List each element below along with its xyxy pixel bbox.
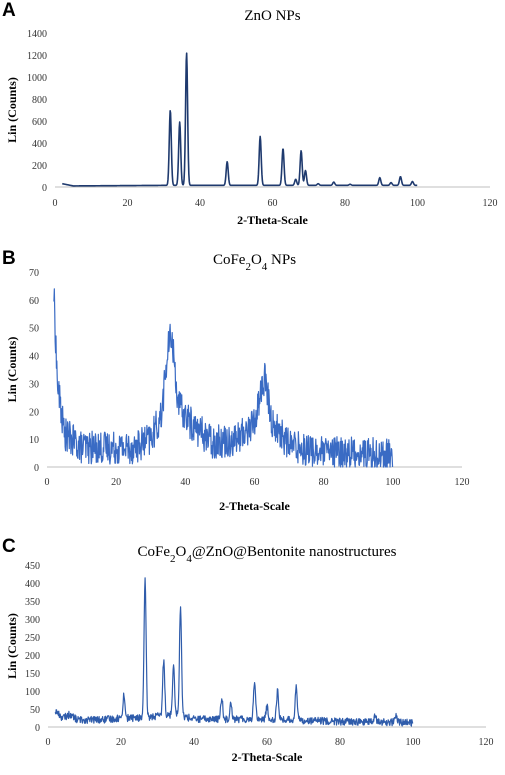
y-tick-label: 100 bbox=[25, 687, 40, 698]
x-tick-label: 20 bbox=[111, 477, 121, 488]
y-tick-label: 10 bbox=[29, 435, 39, 446]
panel-label: B bbox=[2, 248, 16, 270]
chart-title: CoFe2O4 NPs bbox=[213, 252, 296, 273]
y-tick-label: 1400 bbox=[27, 29, 47, 40]
y-tick-label: 150 bbox=[25, 669, 40, 680]
x-tick-label: 60 bbox=[268, 198, 278, 209]
xrd-chart-composite: CoFe2O4@ZnO@Bentonite nanostructures 0 50 1… bbox=[0, 518, 505, 770]
xrd-trace bbox=[54, 289, 393, 467]
x-tick-label: 0 bbox=[53, 198, 58, 209]
y-axis-label: Lin (Counts) bbox=[5, 337, 19, 403]
x-tick-label: 100 bbox=[406, 737, 421, 748]
chart-panel-b: B CoFe2O4 NPs 0 10 20 30 40 50 60 70 0 20 40 60 80 100… bbox=[0, 240, 505, 518]
y-tick-label: 70 bbox=[29, 268, 39, 279]
xrd-chart-cofe2o4: CoFe2O4 NPs 0 10 20 30 40 50 60 70 0 20 40 60 80 100 12… bbox=[0, 240, 505, 518]
x-tick-label: 100 bbox=[410, 198, 425, 209]
y-tick-label: 400 bbox=[25, 579, 40, 590]
y-tick-label: 200 bbox=[25, 651, 40, 662]
xrd-trace bbox=[55, 578, 412, 726]
x-tick-label: 60 bbox=[262, 737, 272, 748]
x-tick-label: 60 bbox=[250, 477, 260, 488]
y-axis-label: Lin (Counts) bbox=[5, 613, 19, 679]
y-tick-label: 60 bbox=[29, 296, 39, 307]
panel-label: C bbox=[2, 536, 16, 558]
x-tick-label: 120 bbox=[483, 198, 498, 209]
chart-title: CoFe2O4@ZnO@Bentonite nanostructures bbox=[137, 544, 396, 565]
panel-label: A bbox=[2, 0, 16, 22]
x-axis-label: 2-Theta-Scale bbox=[237, 213, 308, 227]
y-tick-label: 250 bbox=[25, 633, 40, 644]
x-tick-label: 20 bbox=[123, 198, 133, 209]
y-tick-label: 450 bbox=[25, 561, 40, 572]
y-tick-label: 600 bbox=[32, 117, 47, 128]
x-tick-label: 20 bbox=[116, 737, 126, 748]
x-tick-label: 80 bbox=[335, 737, 345, 748]
x-tick-label: 100 bbox=[385, 477, 400, 488]
y-tick-label: 40 bbox=[29, 352, 39, 363]
xrd-chart-zno: ZnO NPs 0 200 400 600 800 1000 1200 1400 0 20 40 60 8… bbox=[0, 0, 505, 240]
y-axis-label: Lin (Counts) bbox=[5, 77, 19, 143]
chart-panel-a: A ZnO NPs 0 200 400 600 800 1000 1200 1400 0 20 40 6… bbox=[0, 0, 505, 240]
x-tick-label: 40 bbox=[195, 198, 205, 209]
x-tick-label: 120 bbox=[479, 737, 494, 748]
x-tick-label: 80 bbox=[340, 198, 350, 209]
y-tick-label: 0 bbox=[42, 183, 47, 194]
y-tick-label: 50 bbox=[30, 705, 40, 716]
y-tick-label: 0 bbox=[35, 723, 40, 734]
y-tick-label: 400 bbox=[32, 139, 47, 150]
x-tick-label: 80 bbox=[319, 477, 329, 488]
x-tick-label: 120 bbox=[455, 477, 470, 488]
x-tick-label: 40 bbox=[189, 737, 199, 748]
x-axis-label: 2-Theta-Scale bbox=[219, 499, 290, 513]
x-tick-label: 0 bbox=[46, 737, 51, 748]
y-tick-label: 30 bbox=[29, 379, 39, 390]
chart-title: ZnO NPs bbox=[244, 8, 300, 24]
y-tick-label: 50 bbox=[29, 324, 39, 335]
chart-panel-c: C CoFe2O4@ZnO@Bentonite nanostructures 0 5… bbox=[0, 518, 505, 770]
y-tick-label: 0 bbox=[34, 463, 39, 474]
xrd-trace bbox=[62, 53, 417, 186]
y-tick-label: 300 bbox=[25, 615, 40, 626]
y-tick-label: 1200 bbox=[27, 51, 47, 62]
x-axis-label: 2-Theta-Scale bbox=[232, 750, 303, 764]
y-tick-label: 200 bbox=[32, 161, 47, 172]
y-tick-label: 1000 bbox=[27, 73, 47, 84]
x-tick-label: 0 bbox=[45, 477, 50, 488]
x-tick-label: 40 bbox=[180, 477, 190, 488]
y-tick-label: 20 bbox=[29, 407, 39, 418]
y-tick-label: 800 bbox=[32, 95, 47, 106]
y-tick-label: 350 bbox=[25, 597, 40, 608]
